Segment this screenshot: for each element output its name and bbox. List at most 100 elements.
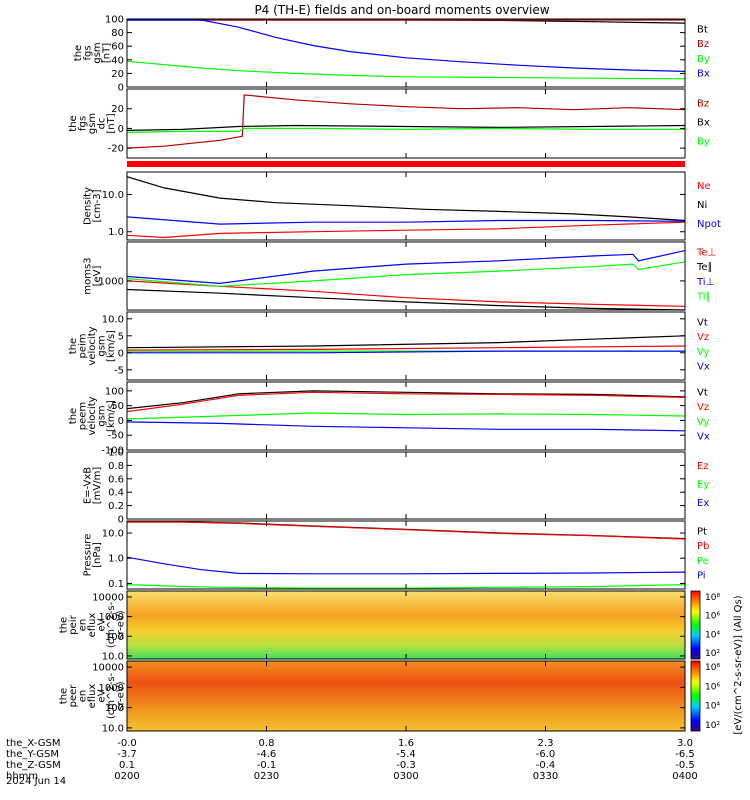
panel-efield: Ez Ey Ex 0 0.2 0.4 0.6 0.8 1.0 E=-VxB[mV/m] bbox=[82, 448, 709, 526]
date-label: 2024 Jun 14 bbox=[6, 776, 66, 787]
y-tick-label: 100 bbox=[105, 703, 124, 714]
series-Bx bbox=[126, 124, 686, 131]
legend-Bz: Bz bbox=[697, 98, 709, 109]
y-axis-label-line: [cm-3] bbox=[92, 189, 103, 222]
orbit-value: -6.0 bbox=[536, 749, 556, 760]
y-tick-label: 60 bbox=[111, 42, 124, 53]
y-tick-label: 1.0 bbox=[108, 448, 124, 459]
y-axis-label: moms3[eV] bbox=[82, 257, 103, 294]
orbit-value: 2.3 bbox=[538, 738, 554, 749]
legend-Bt: Bt bbox=[697, 24, 708, 35]
y-tick-label: 100 bbox=[105, 632, 124, 643]
y-axis-label-line: (cm^2-s- bbox=[106, 601, 117, 648]
orbit-value: 0.8 bbox=[259, 738, 275, 749]
y-axis-label-line: moms3 bbox=[82, 257, 93, 294]
y-axis-label-line: gsm bbox=[97, 335, 108, 356]
y-axis-label-line: the bbox=[68, 408, 79, 424]
y-axis-label-line: sr-eV) bbox=[116, 610, 127, 639]
orbit-value: 0400 bbox=[672, 771, 697, 782]
legend-Vz: Vz bbox=[697, 402, 709, 413]
series-Vt bbox=[126, 335, 686, 349]
spectrogram-image bbox=[127, 661, 685, 731]
orbit-value: -6.5 bbox=[675, 749, 695, 760]
y-axis-label-line: dc bbox=[97, 118, 108, 130]
legend-Ey: Ey bbox=[697, 479, 709, 490]
legend-Ni: Ni bbox=[697, 200, 707, 211]
y-tick-label: 0.6 bbox=[108, 474, 124, 485]
series-Pe bbox=[126, 584, 686, 589]
y-axis-label-line: [nT] bbox=[101, 43, 112, 63]
colorbar-label: 10⁴ bbox=[705, 630, 720, 640]
series-Vx bbox=[126, 421, 686, 432]
y-tick-label: 0 bbox=[118, 83, 124, 94]
colorbar-label: 10⁸ bbox=[705, 593, 720, 603]
y-axis-label-line: eV bbox=[97, 689, 108, 702]
y-tick-label: 20 bbox=[111, 69, 124, 80]
legend-Vt: Vt bbox=[697, 387, 708, 398]
y-axis-label-line: fgs bbox=[82, 45, 93, 60]
legend-Pe: Pe bbox=[697, 556, 709, 567]
y-axis-label-line: eV bbox=[97, 618, 108, 631]
series-Ti⊥ bbox=[126, 250, 686, 285]
y-axis-label-line: eflux bbox=[87, 684, 98, 709]
panel-group: BtBzByBx020406080100thefgsgsm[nT]BzBxBy-… bbox=[59, 15, 721, 735]
colorbar-label: 10⁸ bbox=[705, 663, 720, 673]
y-tick-label: 10.0 bbox=[102, 723, 124, 734]
y-tick-label: 0 bbox=[118, 416, 124, 427]
y-axis-label-line: peir bbox=[68, 614, 79, 634]
y-axis-label: Density[cm-3] bbox=[82, 187, 103, 225]
y-tick-label: 0 bbox=[118, 515, 124, 526]
y-axis-label-line: Density bbox=[82, 187, 93, 225]
legend-Vy: Vy bbox=[697, 417, 710, 428]
y-tick-label: 10.0 bbox=[102, 529, 124, 540]
y-tick-label: 10.0 bbox=[102, 314, 124, 325]
orbit-value: -4.6 bbox=[257, 749, 277, 760]
legend-Pb: Pb bbox=[697, 541, 709, 552]
y-axis-label-line: [mV/m] bbox=[92, 467, 103, 505]
y-axis-label-line: (cm^2-s- bbox=[106, 672, 117, 719]
colorbar-label: 10⁶ bbox=[705, 682, 720, 692]
orbit-value: -0.1 bbox=[257, 760, 277, 771]
y-tick-label: 0 bbox=[118, 124, 124, 135]
colorbar-label: 10² bbox=[705, 721, 720, 731]
spectrogram-image bbox=[127, 591, 685, 659]
y-axis-label-line: gsm bbox=[87, 113, 98, 134]
legend-Vt: Vt bbox=[697, 317, 708, 328]
panel-frame bbox=[126, 241, 686, 311]
legend-Pi: Pi bbox=[697, 571, 706, 582]
panel-frame bbox=[126, 520, 686, 590]
orbit-value: 0330 bbox=[533, 771, 558, 782]
y-tick-label: -100 bbox=[101, 446, 124, 457]
y-tick-label: 0.8 bbox=[108, 461, 124, 472]
y-tick-label: 10.0 bbox=[102, 190, 124, 201]
y-axis-label-line: the bbox=[59, 688, 70, 704]
orbit-value: -3.7 bbox=[117, 749, 137, 760]
y-tick-label: 0 bbox=[118, 348, 124, 359]
series-Vz bbox=[126, 391, 686, 413]
y-axis-label-line: en bbox=[78, 690, 89, 703]
colorbar-scale bbox=[690, 660, 701, 732]
y-tick-label: 0.1 bbox=[108, 579, 124, 590]
legend-Vx: Vx bbox=[697, 432, 710, 443]
y-tick-label: 5 bbox=[118, 331, 124, 342]
separator-bar bbox=[127, 161, 685, 167]
y-tick-label: 50 bbox=[111, 401, 124, 412]
y-tick-label: 40 bbox=[111, 55, 124, 66]
series-Vx bbox=[127, 350, 685, 354]
orbit-row-label: the_Y-GSM bbox=[6, 749, 59, 760]
y-axis-label-line: Pressure bbox=[82, 534, 93, 577]
y-tick-label: -20 bbox=[108, 144, 124, 155]
series-Vt bbox=[126, 390, 686, 410]
y-axis-label-line: gsm bbox=[97, 405, 108, 426]
y-tick-label: 80 bbox=[111, 28, 124, 39]
orbit-row-label: the_Z-GSM bbox=[6, 760, 61, 771]
orbit-value: -5.4 bbox=[396, 749, 416, 760]
y-axis-label: Pressure[nPa] bbox=[82, 534, 103, 577]
y-tick-label: 1.0 bbox=[108, 554, 124, 565]
